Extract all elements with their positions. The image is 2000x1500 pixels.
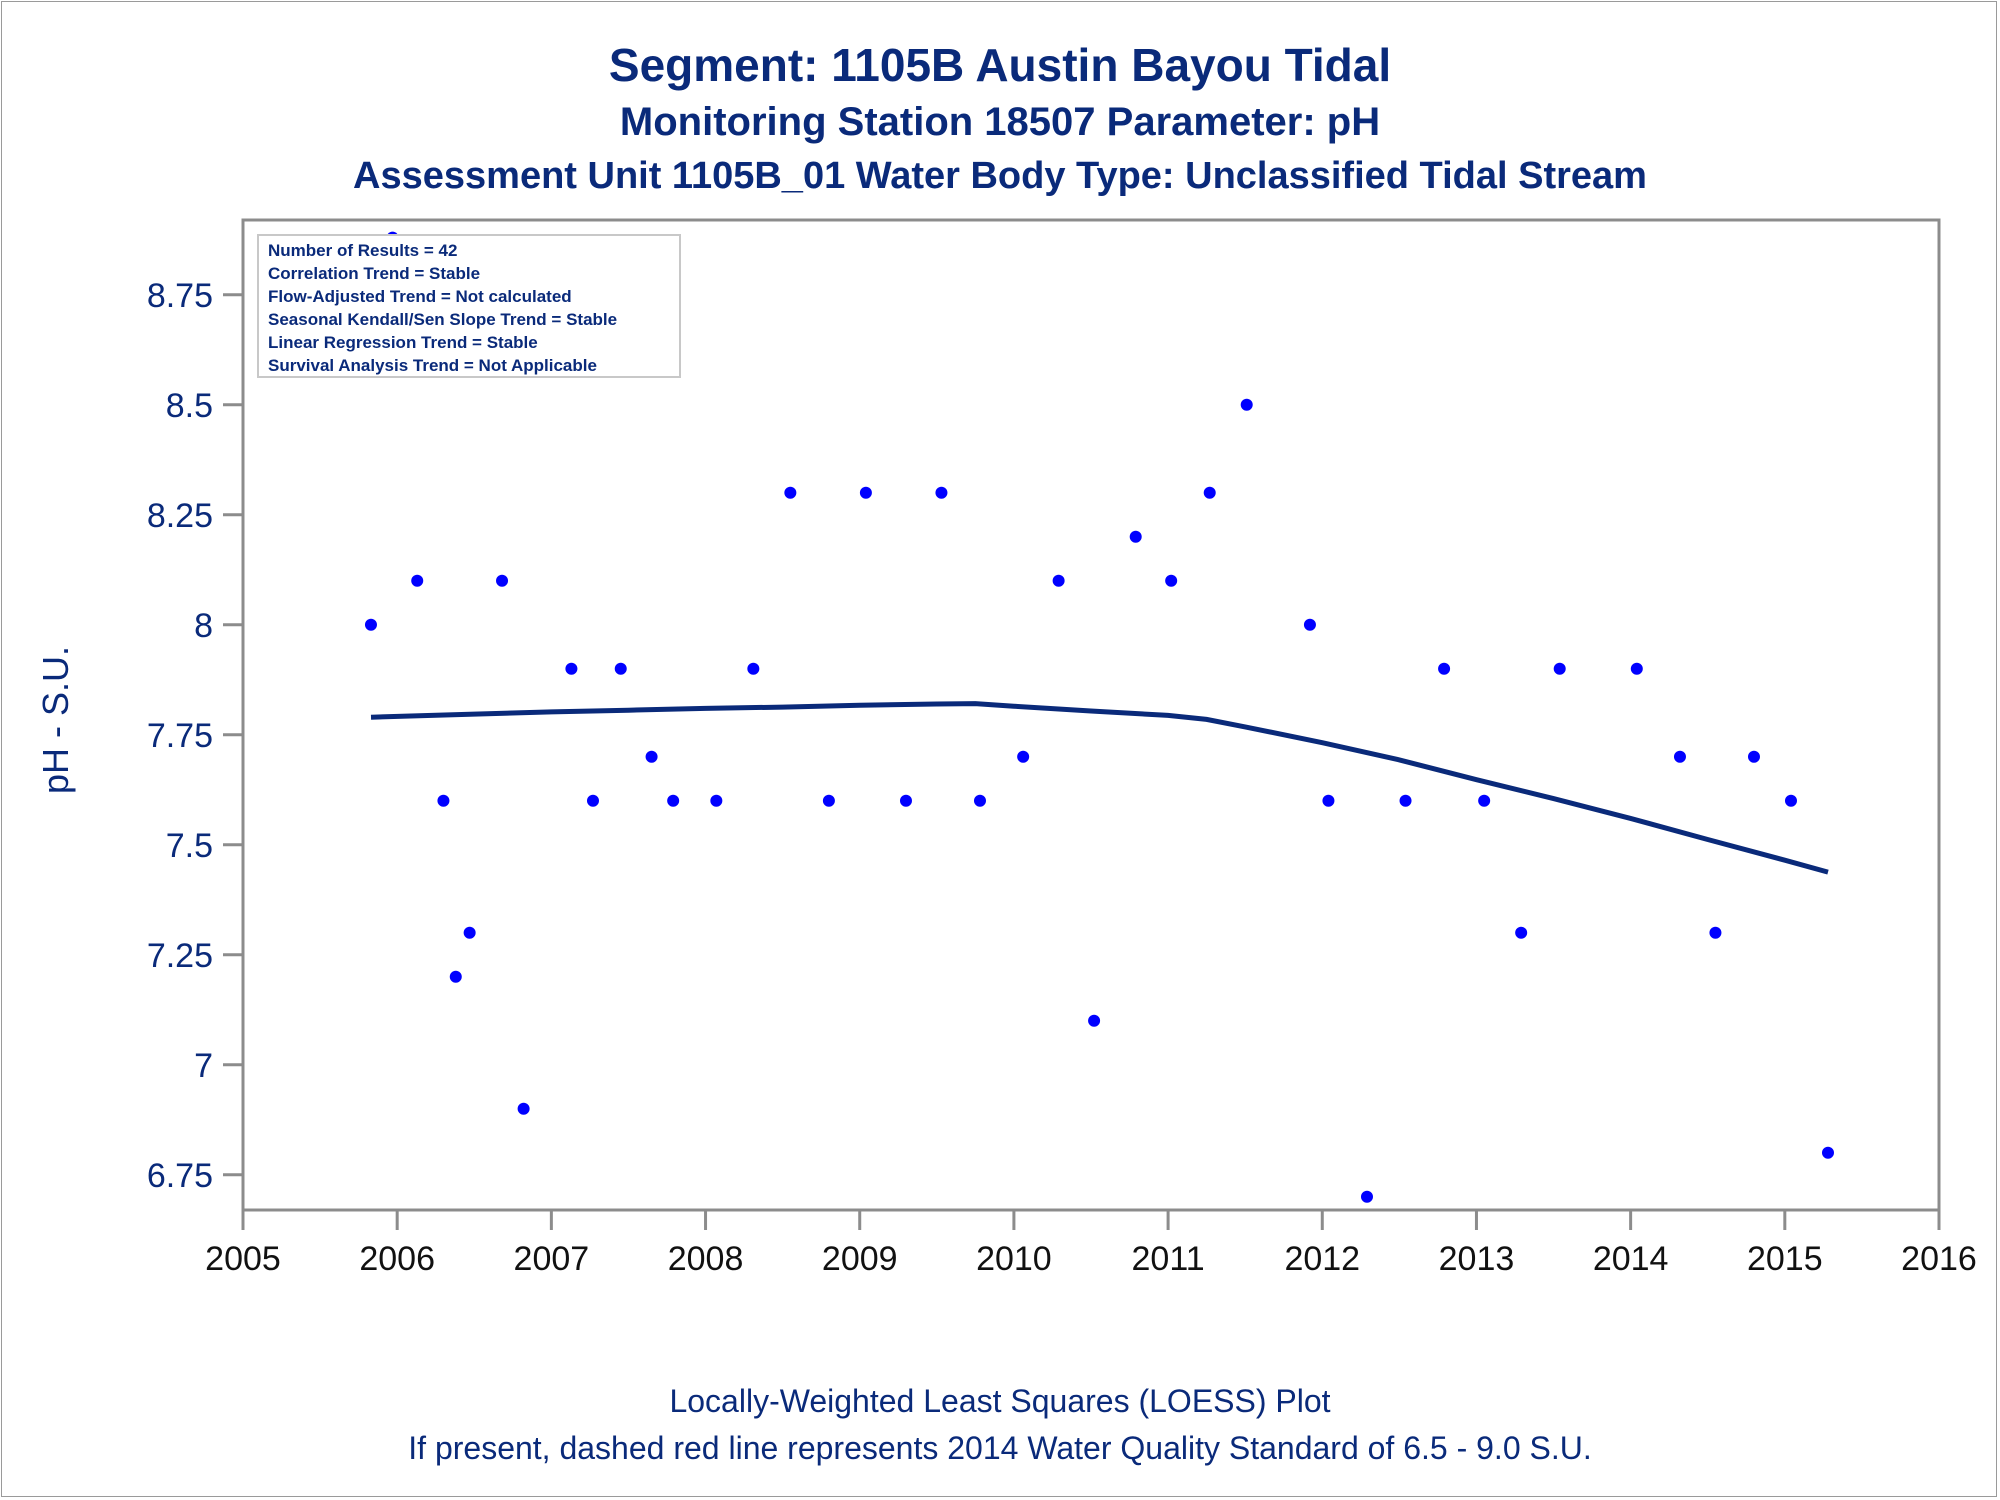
chart-title: Segment: 1105B Austin Bayou Tidal	[608, 39, 1392, 91]
x-tick-label: 2007	[514, 1240, 590, 1278]
data-point	[1784, 794, 1797, 807]
stats-line: Survival Analysis Trend = Not Applicable	[268, 356, 597, 375]
y-tick-label: 7.5	[166, 827, 213, 865]
stats-line: Flow-Adjusted Trend = Not calculated	[268, 287, 572, 306]
data-point	[1052, 574, 1065, 587]
y-tick-label: 8.25	[147, 497, 213, 535]
footnote-standard: If present, dashed red line represents 2…	[408, 1430, 1592, 1466]
data-point	[586, 794, 599, 807]
data-point	[1203, 486, 1216, 499]
stats-box: Number of Results = 42 Correlation Trend …	[257, 234, 681, 378]
stats-line: Seasonal Kendall/Sen Slope Trend = Stabl…	[268, 310, 617, 329]
x-tick-label: 2009	[822, 1240, 898, 1278]
data-point	[1088, 1014, 1101, 1027]
data-point	[449, 970, 462, 983]
data-point	[364, 618, 377, 631]
data-point	[667, 794, 680, 807]
data-point	[710, 794, 723, 807]
data-point	[1747, 750, 1760, 763]
data-point	[1630, 662, 1643, 675]
y-axis: 6.75 7 7.25 7.5 7.75 8 8.25 8.5 8.75	[147, 277, 243, 1195]
y-tick-label: 7	[194, 1047, 213, 1085]
footnote-loess: Locally-Weighted Least Squares (LOESS) P…	[669, 1383, 1331, 1419]
chart-subtitle-assessment: Assessment Unit 1105B_01 Water Body Type…	[353, 155, 1647, 197]
data-point	[1399, 794, 1412, 807]
data-point	[859, 486, 872, 499]
data-point	[645, 750, 658, 763]
y-axis-label: pH - S.U.	[35, 646, 76, 794]
x-tick-label: 2005	[205, 1240, 281, 1278]
loess-curve-group	[370, 701, 1829, 875]
data-point	[614, 662, 627, 675]
data-point	[1553, 662, 1566, 675]
data-point	[496, 574, 509, 587]
data-point	[463, 926, 476, 939]
chart-subtitle-station: Monitoring Station 18507 Parameter: pH	[619, 100, 1381, 144]
data-point	[1165, 574, 1178, 587]
data-point	[1322, 794, 1335, 807]
x-tick-label: 2006	[359, 1240, 435, 1278]
data-point	[1709, 926, 1722, 939]
y-tick-label: 7.25	[147, 937, 213, 975]
y-tick-label: 6.75	[147, 1157, 213, 1195]
y-tick-label: 7.75	[147, 717, 213, 755]
data-point	[747, 662, 760, 675]
y-tick-label: 8.5	[166, 387, 213, 425]
data-point	[1821, 1146, 1834, 1159]
data-point	[411, 574, 424, 587]
data-point	[565, 662, 578, 675]
data-point	[1515, 926, 1528, 939]
x-tick-label: 2013	[1439, 1240, 1515, 1278]
data-point	[1360, 1190, 1373, 1203]
data-point	[1303, 618, 1316, 631]
stats-line: Number of Results = 42	[268, 241, 457, 260]
data-point	[935, 486, 948, 499]
stats-line: Linear Regression Trend = Stable	[268, 333, 538, 352]
data-point	[784, 486, 797, 499]
data-point	[1438, 662, 1451, 675]
stats-box-border	[257, 234, 681, 378]
x-tick-label: 2016	[1901, 1240, 1977, 1278]
data-point	[822, 794, 835, 807]
x-tick-label: 2011	[1132, 1240, 1205, 1278]
data-point	[1240, 398, 1253, 411]
data-point	[899, 794, 912, 807]
plot-area	[241, 218, 1941, 1212]
x-tick-label: 2008	[668, 1240, 744, 1278]
stats-line: Correlation Trend = Stable	[268, 264, 480, 283]
data-point	[1673, 750, 1686, 763]
x-tick-label: 2015	[1747, 1240, 1823, 1278]
data-point	[1017, 750, 1030, 763]
data-point	[1478, 794, 1491, 807]
data-point	[517, 1102, 530, 1115]
data-point	[973, 794, 986, 807]
x-tick-label: 2012	[1284, 1240, 1360, 1278]
x-tick-label: 2014	[1593, 1240, 1669, 1278]
data-points	[364, 231, 1834, 1203]
y-tick-label: 8.75	[147, 277, 213, 315]
x-tick-label: 2010	[976, 1240, 1052, 1278]
data-point	[437, 794, 450, 807]
x-axis: 2005 2006 2007 2008 2009 2010 2011 2012 2013 2014…	[205, 1210, 1977, 1278]
y-tick-label: 8	[194, 607, 213, 645]
data-point	[1129, 530, 1142, 543]
loess-line	[370, 701, 1829, 875]
